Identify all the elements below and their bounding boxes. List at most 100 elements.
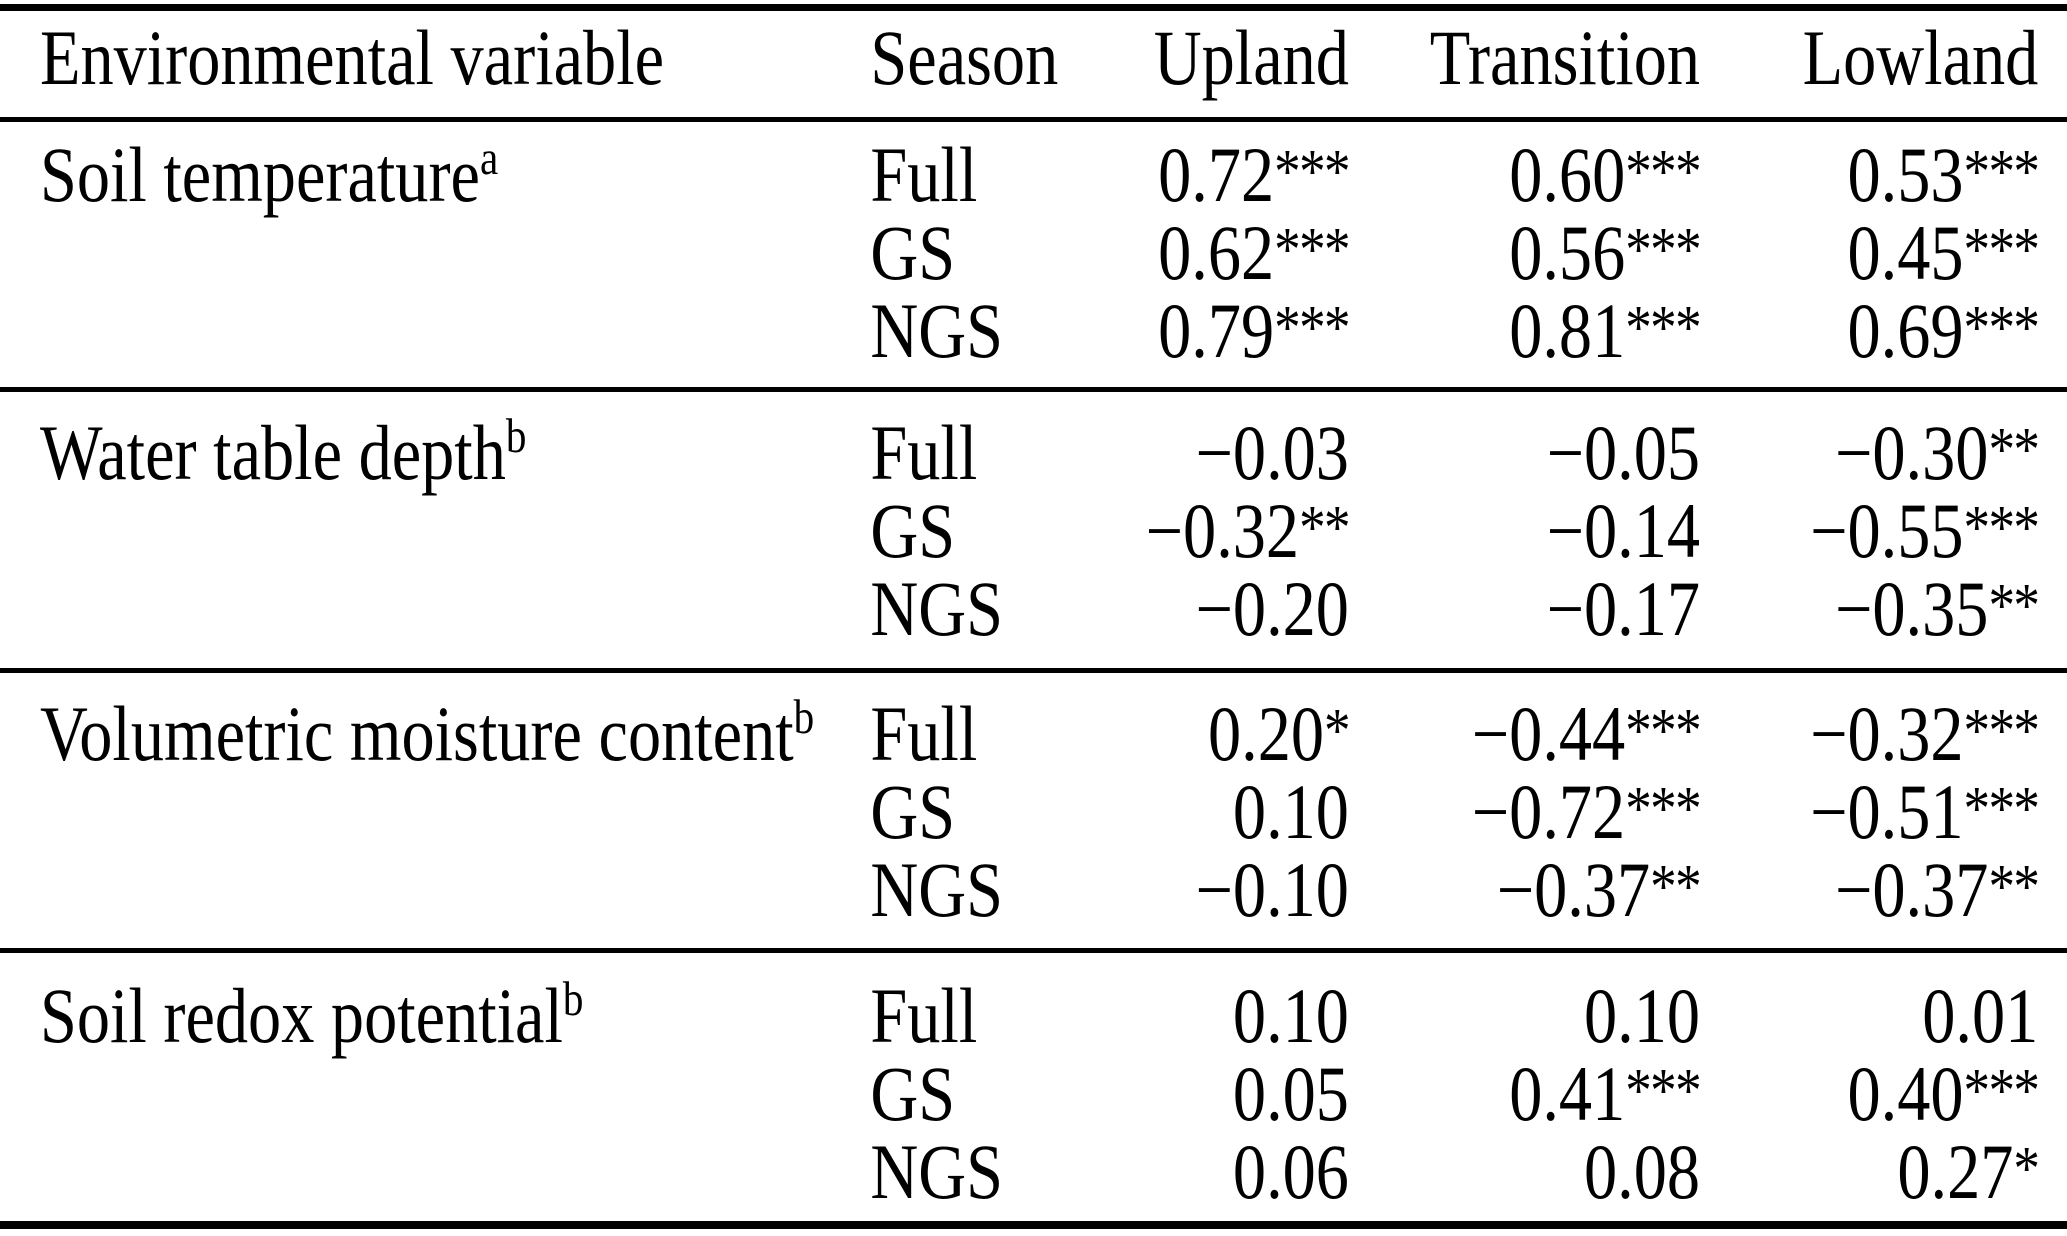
significance-stars: ** bbox=[1988, 571, 2039, 641]
value-cell: 0.40*** bbox=[1700, 1055, 2067, 1133]
significance-stars: ** bbox=[1299, 493, 1350, 563]
value: 0.20 bbox=[1207, 690, 1325, 777]
table-row: GS 0.10 −0.72*** −0.51*** bbox=[0, 773, 2067, 851]
footnote-marker: b bbox=[505, 410, 527, 464]
table-row: Volumetric moisture contentb Full 0.20* … bbox=[0, 673, 2067, 773]
significance-stars: *** bbox=[1274, 137, 1350, 207]
season-label: GS bbox=[870, 1050, 956, 1137]
value-cell: −0.30** bbox=[1700, 392, 2067, 492]
value: −0.20 bbox=[1195, 565, 1349, 652]
value-cell: −0.10 bbox=[1083, 851, 1349, 948]
value: −0.10 bbox=[1195, 846, 1349, 933]
value: 0.41 bbox=[1509, 1050, 1626, 1137]
value-cell: −0.20 bbox=[1083, 570, 1349, 668]
season-label: Full bbox=[870, 131, 978, 218]
variable-cell bbox=[0, 1133, 870, 1221]
table-row: NGS 0.79*** 0.81*** 0.69*** bbox=[0, 292, 2067, 387]
significance-stars: *** bbox=[1963, 493, 2040, 563]
value-cell: 0.62*** bbox=[1083, 214, 1350, 292]
value: 0.10 bbox=[1232, 972, 1349, 1059]
value: −0.32 bbox=[1810, 690, 1964, 777]
significance-stars: *** bbox=[1625, 774, 1701, 844]
value: 0.62 bbox=[1158, 209, 1275, 296]
value: 0.05 bbox=[1232, 1050, 1349, 1137]
value: −0.35 bbox=[1835, 565, 1989, 652]
value-cell: 0.69*** bbox=[1700, 292, 2067, 387]
value: 0.53 bbox=[1847, 131, 1964, 218]
value-cell: 0.56*** bbox=[1349, 214, 1701, 292]
header-row: Environmental variable Season Upland Tra… bbox=[0, 11, 2067, 117]
significance-stars: *** bbox=[1625, 293, 1701, 363]
value: −0.17 bbox=[1546, 565, 1700, 652]
value-cell: −0.32*** bbox=[1700, 673, 2067, 773]
significance-stars: ** bbox=[1988, 415, 2039, 485]
footnote-marker: b bbox=[793, 691, 815, 745]
value: −0.05 bbox=[1546, 409, 1700, 496]
value: −0.72 bbox=[1471, 768, 1626, 855]
table-row: NGS 0.06 0.08 0.27* bbox=[0, 1133, 2067, 1221]
col-header-lowland: Lowland bbox=[1802, 14, 2039, 101]
variable-cell bbox=[0, 773, 870, 851]
value: 0.08 bbox=[1583, 1128, 1700, 1215]
value: −0.14 bbox=[1546, 487, 1700, 574]
table-row: GS −0.32** −0.14 −0.55*** bbox=[0, 492, 2067, 570]
variable-cell: Water table depthb bbox=[0, 392, 870, 492]
value-cell: 0.10 bbox=[1349, 953, 1700, 1055]
value: 0.60 bbox=[1509, 131, 1626, 218]
footnote-marker: a bbox=[479, 132, 499, 186]
variable-cell bbox=[0, 292, 870, 387]
significance-stars: *** bbox=[1625, 1056, 1701, 1126]
value: −0.51 bbox=[1810, 768, 1964, 855]
value-cell: 0.20* bbox=[1083, 673, 1351, 773]
significance-stars: *** bbox=[1963, 137, 2040, 207]
season-label: GS bbox=[870, 209, 956, 296]
variable-cell bbox=[0, 492, 870, 570]
value-cell: 0.45*** bbox=[1700, 214, 2067, 292]
value-cell: −0.51*** bbox=[1700, 773, 2067, 851]
season-label: Full bbox=[870, 409, 978, 496]
value: 0.72 bbox=[1158, 131, 1275, 218]
value-cell: 0.10 bbox=[1083, 953, 1349, 1055]
divider-rule bbox=[0, 117, 2067, 122]
divider-rule bbox=[0, 948, 2067, 953]
top-rule bbox=[0, 4, 2067, 11]
significance-stars: ** bbox=[1650, 852, 1701, 922]
bottom-rule bbox=[0, 1221, 2067, 1229]
col-header-transition: Transition bbox=[1429, 14, 1700, 101]
footnote-marker: b bbox=[562, 973, 584, 1027]
value-cell: −0.32** bbox=[1083, 492, 1351, 570]
season-label: NGS bbox=[870, 1128, 1004, 1215]
significance-stars: *** bbox=[1274, 215, 1350, 285]
value-cell: 0.05 bbox=[1083, 1055, 1349, 1133]
value-cell: 0.01 bbox=[1700, 953, 2067, 1055]
value-cell: −0.37** bbox=[1700, 851, 2067, 948]
table-row: GS 0.05 0.41*** 0.40*** bbox=[0, 1055, 2067, 1133]
significance-stars: ** bbox=[1988, 852, 2039, 922]
significance-stars: *** bbox=[1963, 293, 2040, 363]
value: 0.81 bbox=[1509, 287, 1626, 374]
significance-stars: *** bbox=[1963, 774, 2040, 844]
season-label: GS bbox=[870, 487, 956, 574]
season-label: Full bbox=[870, 690, 978, 777]
table-row: NGS −0.10 −0.37** −0.37** bbox=[0, 851, 2067, 948]
value-cell: 0.08 bbox=[1349, 1133, 1700, 1221]
value-cell: −0.14 bbox=[1349, 492, 1700, 570]
group-volumetric-moisture-content: Volumetric moisture contentb Full 0.20* … bbox=[0, 673, 2067, 948]
variable-cell bbox=[0, 1055, 870, 1133]
value-cell: 0.60*** bbox=[1349, 122, 1701, 214]
value-cell: 0.06 bbox=[1083, 1133, 1349, 1221]
value-cell: 0.79*** bbox=[1083, 292, 1350, 387]
value: 0.10 bbox=[1232, 768, 1349, 855]
significance-stars: *** bbox=[1274, 293, 1350, 363]
value: −0.03 bbox=[1195, 409, 1349, 496]
group-divider-row bbox=[0, 387, 2067, 392]
significance-stars: *** bbox=[1963, 1056, 2040, 1126]
value-cell: 0.53*** bbox=[1700, 122, 2067, 214]
variable-cell bbox=[0, 570, 870, 668]
value: 0.69 bbox=[1847, 287, 1964, 374]
season-label: NGS bbox=[870, 846, 1004, 933]
season-label: NGS bbox=[870, 287, 1004, 374]
significance-stars: *** bbox=[1625, 137, 1701, 207]
value: 0.45 bbox=[1847, 209, 1964, 296]
value: 0.10 bbox=[1583, 972, 1700, 1059]
